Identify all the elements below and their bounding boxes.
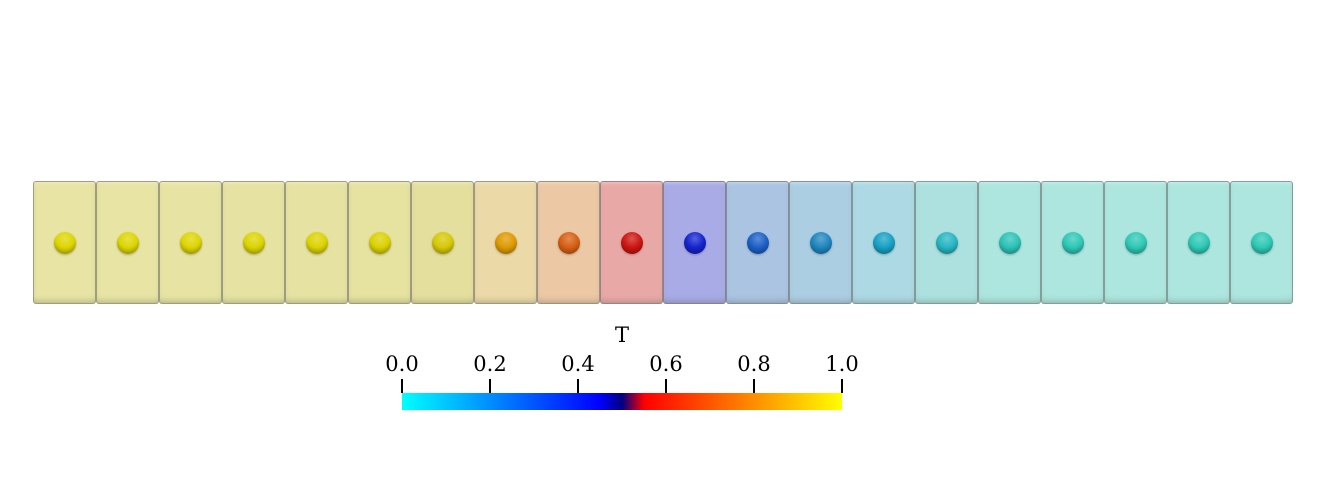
colorbar-tick	[401, 379, 403, 393]
particle-sphere	[431, 231, 454, 254]
colorbar-tick-label: 0.0	[385, 352, 419, 376]
cell-17	[1041, 181, 1104, 304]
colorbar-tick	[841, 379, 843, 393]
cell-13	[789, 181, 852, 304]
cell-18	[1104, 181, 1167, 304]
cell-20	[1230, 181, 1293, 304]
particle-sphere	[494, 231, 517, 254]
colorbar-labels: 0.0 0.2 0.4 0.6 0.8 1.0	[385, 352, 858, 376]
particle-sphere	[179, 231, 202, 254]
particle-sphere	[116, 231, 139, 254]
colorbar-tick-label: 0.8	[737, 352, 771, 376]
colorbar-tick	[753, 379, 755, 393]
particle-sphere	[557, 231, 580, 254]
particle-sphere	[368, 231, 391, 254]
colorbar-title: T	[614, 323, 629, 347]
colorbar-tick	[489, 379, 491, 393]
colorbar-tick	[577, 379, 579, 393]
colorbar-tick-label: 0.4	[561, 352, 595, 376]
cell-15	[915, 181, 978, 304]
colorbar-tick	[665, 379, 667, 393]
particle-sphere	[998, 231, 1021, 254]
particle-sphere	[1250, 231, 1273, 254]
cell-19	[1167, 181, 1230, 304]
particle-sphere	[53, 231, 76, 254]
cell-14	[852, 181, 915, 304]
cell-5	[285, 181, 348, 304]
cell-7	[411, 181, 474, 304]
particle-sphere	[746, 231, 769, 254]
particle-sphere	[242, 231, 265, 254]
cell-8	[474, 181, 537, 304]
colorbar-gradient	[402, 393, 842, 410]
cell-4	[222, 181, 285, 304]
particle-sphere	[872, 231, 895, 254]
cell-16	[978, 181, 1041, 304]
cell-3	[159, 181, 222, 304]
particle-sphere	[1124, 231, 1147, 254]
cell-12	[726, 181, 789, 304]
colorbar-ticks	[401, 379, 843, 393]
particle-sphere	[935, 231, 958, 254]
colorbar-tick-label: 1.0	[825, 352, 859, 376]
cell-row	[33, 181, 1293, 304]
cell-9	[537, 181, 600, 304]
particle-sphere	[620, 231, 643, 254]
particle-sphere	[305, 231, 328, 254]
colorbar-tick-label: 0.6	[649, 352, 683, 376]
cell-2	[96, 181, 159, 304]
particle-sphere	[683, 231, 706, 254]
particle-sphere	[1187, 231, 1210, 254]
cell-10	[600, 181, 663, 304]
cell-6	[348, 181, 411, 304]
cell-11	[663, 181, 726, 304]
cell-1	[33, 181, 96, 304]
colorbar-tick-label: 0.2	[473, 352, 507, 376]
particle-sphere	[1061, 231, 1084, 254]
particle-sphere	[809, 231, 832, 254]
